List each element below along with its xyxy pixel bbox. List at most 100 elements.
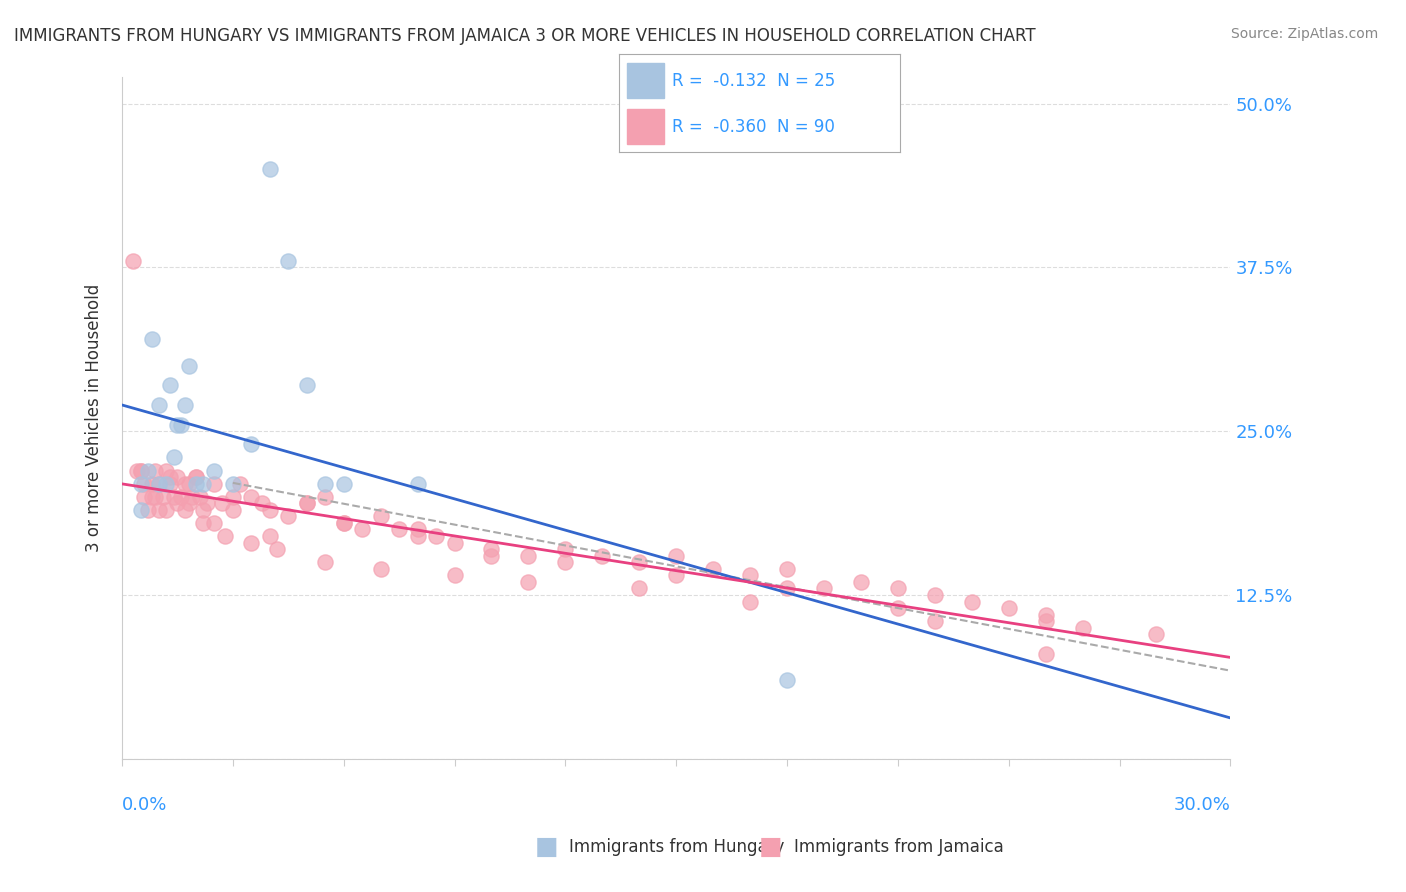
Bar xyxy=(627,63,664,98)
Point xyxy=(173,398,195,412)
Point xyxy=(148,476,170,491)
Point xyxy=(924,588,946,602)
Point xyxy=(388,523,411,537)
Point xyxy=(554,555,576,569)
Point xyxy=(517,574,540,589)
Point xyxy=(129,463,152,477)
Point xyxy=(122,253,145,268)
Point xyxy=(665,549,688,563)
Point xyxy=(406,529,429,543)
Point xyxy=(177,359,200,373)
Point xyxy=(776,562,799,576)
Point xyxy=(134,476,156,491)
Text: Immigrants from Jamaica: Immigrants from Jamaica xyxy=(794,838,1004,856)
Point xyxy=(960,594,983,608)
Point xyxy=(1035,647,1057,661)
Text: ■: ■ xyxy=(759,836,783,859)
Point xyxy=(240,437,263,451)
Point xyxy=(443,568,465,582)
Point xyxy=(591,549,613,563)
Point xyxy=(141,476,163,491)
Point xyxy=(443,535,465,549)
Text: Immigrants from Hungary: Immigrants from Hungary xyxy=(569,838,785,856)
Point xyxy=(181,490,204,504)
Point xyxy=(332,516,354,530)
Point xyxy=(314,490,336,504)
Point xyxy=(295,496,318,510)
Point xyxy=(193,516,215,530)
Text: R =  -0.132  N = 25: R = -0.132 N = 25 xyxy=(672,72,835,90)
Point xyxy=(259,503,281,517)
Point xyxy=(173,476,195,491)
Point xyxy=(141,333,163,347)
Point xyxy=(143,463,166,477)
Point xyxy=(214,529,236,543)
Point xyxy=(148,398,170,412)
Text: 30.0%: 30.0% xyxy=(1174,797,1230,814)
Point xyxy=(177,496,200,510)
Point xyxy=(406,476,429,491)
Point xyxy=(266,542,288,557)
Text: 0.0%: 0.0% xyxy=(122,797,167,814)
Point xyxy=(702,562,724,576)
Point xyxy=(166,496,188,510)
Point xyxy=(240,490,263,504)
Point xyxy=(370,509,392,524)
Point xyxy=(166,417,188,432)
Point xyxy=(141,490,163,504)
Point xyxy=(129,476,152,491)
Point xyxy=(173,503,195,517)
Point xyxy=(776,582,799,596)
Point xyxy=(177,476,200,491)
Point xyxy=(143,490,166,504)
Point xyxy=(314,476,336,491)
Text: ■: ■ xyxy=(534,836,558,859)
Point xyxy=(152,490,174,504)
Point xyxy=(1035,614,1057,628)
Point xyxy=(222,503,245,517)
Point xyxy=(314,555,336,569)
Point xyxy=(170,490,193,504)
Point xyxy=(277,509,299,524)
Point xyxy=(481,542,503,557)
Point xyxy=(352,523,374,537)
Point xyxy=(240,535,263,549)
Point xyxy=(277,253,299,268)
Point xyxy=(125,463,148,477)
Point xyxy=(1146,627,1168,641)
Point xyxy=(134,490,156,504)
Point xyxy=(170,417,193,432)
Point xyxy=(481,549,503,563)
Point xyxy=(665,568,688,582)
Point xyxy=(159,470,181,484)
Point xyxy=(259,162,281,177)
Point xyxy=(924,614,946,628)
Point xyxy=(229,476,252,491)
Point xyxy=(166,470,188,484)
Point xyxy=(193,503,215,517)
Point xyxy=(425,529,447,543)
Point xyxy=(202,463,225,477)
Point xyxy=(129,503,152,517)
Point xyxy=(517,549,540,563)
Point xyxy=(148,476,170,491)
Point xyxy=(628,555,651,569)
Point xyxy=(332,516,354,530)
Point xyxy=(193,476,215,491)
Point xyxy=(184,470,207,484)
Point xyxy=(184,470,207,484)
Point xyxy=(887,582,910,596)
Point xyxy=(628,582,651,596)
Point xyxy=(887,601,910,615)
Point xyxy=(332,476,354,491)
Point xyxy=(259,529,281,543)
Point xyxy=(222,490,245,504)
Point xyxy=(738,594,761,608)
Point xyxy=(252,496,274,510)
Point xyxy=(849,574,872,589)
Point xyxy=(738,568,761,582)
Point xyxy=(155,463,177,477)
Point xyxy=(159,476,181,491)
Point xyxy=(202,516,225,530)
Point xyxy=(184,476,207,491)
